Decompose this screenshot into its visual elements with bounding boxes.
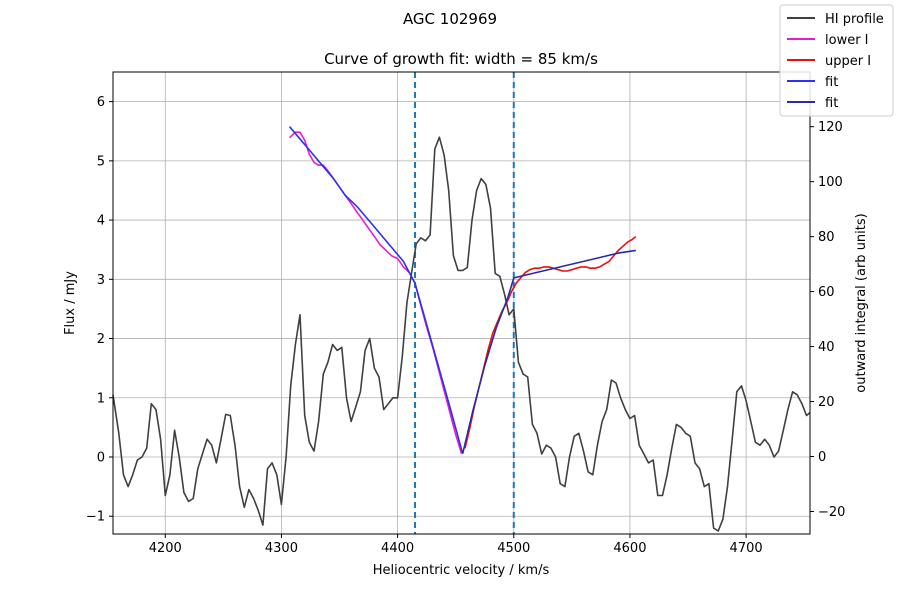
- vertical-markers: [414, 72, 515, 534]
- y-tick-label-1: 0: [97, 451, 105, 466]
- legend-label-fit-2: fit: [825, 96, 838, 111]
- y-right-tick-label-5: 80: [818, 230, 835, 245]
- y-tick-label-0: −1: [86, 510, 105, 525]
- legend-label-upper-i: upper I: [825, 54, 871, 69]
- y-right-tick-label-2: 20: [818, 395, 835, 410]
- x-tick-label-1: 4300: [265, 541, 298, 556]
- y-axis-label-right: outward integral (arb units): [854, 213, 869, 392]
- legend-label-fit-1: fit: [825, 75, 838, 90]
- x-tick-label-3: 4500: [497, 541, 530, 556]
- y-right-tick-label-6: 100: [818, 175, 843, 190]
- y-tick-label-3: 2: [97, 332, 105, 347]
- legend-box: [779, 4, 894, 117]
- y-right-tick-label-3: 40: [818, 340, 835, 355]
- ticks: 4200 4300 4400 4500 4600 4700 −1 0 1 2 3 4 5 6 −20 0 20 4…: [86, 95, 846, 556]
- series-line-4: [461, 249, 636, 454]
- grid: [113, 72, 810, 534]
- y-tick-label-4: 3: [97, 273, 105, 288]
- y-tick-label-5: 4: [97, 214, 105, 229]
- legend: HI profile lower I upper I fit fit: [779, 4, 894, 117]
- y-right-tick-label-7: 120: [818, 120, 843, 135]
- x-tick-label-2: 4400: [381, 541, 414, 556]
- y-tick-label-7: 6: [97, 95, 105, 110]
- figure-suptitle: AGC 102969: [403, 10, 497, 28]
- y-axis-label: Flux / mJy: [63, 271, 78, 335]
- y-right-tick-label-0: −20: [818, 505, 845, 520]
- y-tick-label-6: 5: [97, 154, 105, 169]
- x-tick-label-5: 4700: [730, 541, 763, 556]
- series-line-2: [464, 235, 637, 449]
- x-tick-label-4: 4600: [613, 541, 646, 556]
- x-tick-label-0: 4200: [149, 541, 182, 556]
- series-line-3: [288, 126, 464, 454]
- plot-frame: [112, 71, 811, 535]
- y-right-tick-label-4: 60: [818, 285, 835, 300]
- y-tick-label-2: 1: [97, 391, 105, 406]
- legend-label-lower-i: lower I: [825, 33, 869, 48]
- y-right-tick-label-1: 0: [818, 450, 826, 465]
- legend-label-hi-profile: HI profile: [825, 12, 884, 27]
- chart-title: Curve of growth fit: width = 85 km/s: [324, 50, 598, 68]
- series-layer: [112, 126, 811, 532]
- x-axis-label: Heliocentric velocity / km/s: [373, 563, 550, 578]
- series-line-0: [112, 136, 811, 532]
